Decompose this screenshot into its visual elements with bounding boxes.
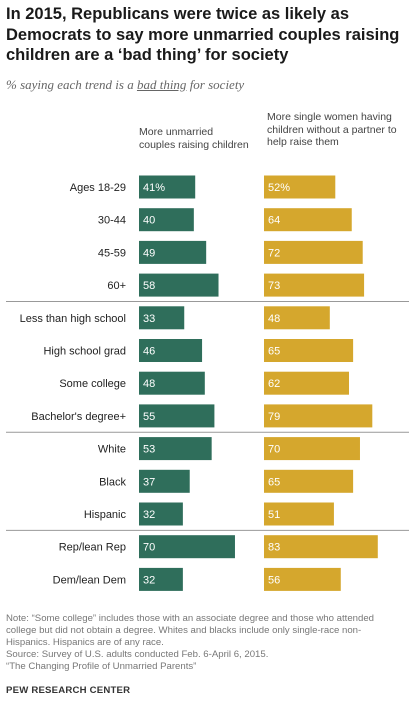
data-label: 33 — [143, 313, 155, 325]
note-line: college but did not obtain a degree. Whi… — [6, 625, 362, 636]
data-label: 48 — [268, 313, 280, 325]
data-label: 37 — [143, 476, 155, 488]
bar-2 — [264, 208, 352, 232]
bar-1 — [139, 437, 212, 461]
bar-2 — [264, 404, 373, 428]
data-label: 65 — [268, 346, 280, 358]
subtitle-after: for society — [186, 77, 245, 92]
bar-2 — [264, 240, 363, 264]
bar-2 — [264, 175, 336, 199]
category-label: High school grad — [43, 346, 126, 358]
bar-chart: Ages 18-29 41% 52% 30-44 40 64 45-59 49 72 60+ 58 7… — [6, 175, 409, 591]
bar-1 — [139, 567, 183, 591]
subtitle-underlined: bad thing — [136, 77, 187, 92]
note-line: Source: Survey of U.S. adults conducted … — [6, 649, 269, 660]
data-label: 40 — [143, 215, 155, 227]
bar-1 — [139, 208, 194, 232]
bar-1 — [139, 273, 219, 297]
category-label: Some college — [59, 378, 126, 390]
data-label: 62 — [268, 378, 280, 390]
bar-1 — [139, 339, 203, 362]
bar-1 — [139, 404, 215, 428]
bar-1 — [139, 469, 190, 493]
data-label: 41% — [143, 182, 165, 194]
data-label: 70 — [268, 444, 280, 456]
category-label: Hispanic — [84, 509, 127, 521]
bar-2 — [264, 469, 354, 493]
category-label: Black — [99, 476, 126, 488]
bar-2 — [264, 273, 365, 297]
bar-2 — [264, 502, 334, 526]
brand-label: PEW RESEARCH CENTER — [6, 685, 131, 696]
data-label: 83 — [268, 542, 280, 554]
data-label: 32 — [143, 509, 155, 521]
data-label: 73 — [268, 280, 280, 292]
bar-1 — [139, 535, 235, 559]
category-label: Dem/lean Dem — [53, 574, 126, 586]
chart-subtitle: % saying each trend is a bad thing for s… — [6, 77, 244, 93]
note-line: Hispanics. Hispanics are of any race. — [6, 637, 164, 648]
category-label: Rep/lean Rep — [59, 542, 126, 554]
bar-2 — [264, 567, 341, 591]
bar-2 — [264, 371, 350, 395]
note-line: Note: “Some college” includes those with… — [6, 613, 374, 624]
data-label: 70 — [143, 542, 155, 554]
series-1-header: More unmarried couples raising children — [139, 126, 249, 151]
bar-1 — [139, 240, 207, 264]
data-label: 48 — [143, 378, 155, 390]
data-label: 46 — [143, 346, 155, 358]
bar-2 — [264, 306, 330, 330]
category-label: 60+ — [107, 280, 126, 292]
category-label: Bachelor's degree+ — [31, 411, 126, 423]
chart-note: Note: “Some college” includes those with… — [6, 613, 411, 673]
data-label: 53 — [143, 444, 155, 456]
bar-2 — [264, 437, 360, 461]
bar-2 — [264, 339, 354, 362]
data-label: 52% — [268, 182, 290, 194]
data-label: 79 — [268, 411, 280, 423]
data-label: 58 — [143, 280, 155, 292]
bar-2 — [264, 535, 378, 559]
data-label: 56 — [268, 574, 280, 586]
data-label: 64 — [268, 215, 280, 227]
category-label: 45-59 — [98, 247, 126, 259]
category-label: Ages 18-29 — [70, 182, 126, 194]
category-label: White — [98, 444, 126, 456]
bar-1 — [139, 175, 196, 199]
bar-1 — [139, 502, 183, 526]
bar-1 — [139, 306, 185, 330]
category-label: 30-44 — [98, 215, 126, 227]
data-label: 32 — [143, 574, 155, 586]
series-2-header: More single women having children withou… — [267, 111, 397, 148]
data-label: 65 — [268, 476, 280, 488]
bar-1 — [139, 371, 205, 395]
subtitle-before: % saying each trend is a — [6, 77, 137, 92]
data-label: 49 — [143, 247, 155, 259]
data-label: 55 — [143, 411, 155, 423]
note-line: “The Changing Profile of Unmarried Paren… — [6, 661, 197, 672]
data-label: 72 — [268, 247, 280, 259]
data-label: 51 — [268, 509, 280, 521]
chart-title: In 2015, Republicans were twice as likel… — [6, 5, 400, 64]
category-label: Less than high school — [20, 313, 126, 325]
